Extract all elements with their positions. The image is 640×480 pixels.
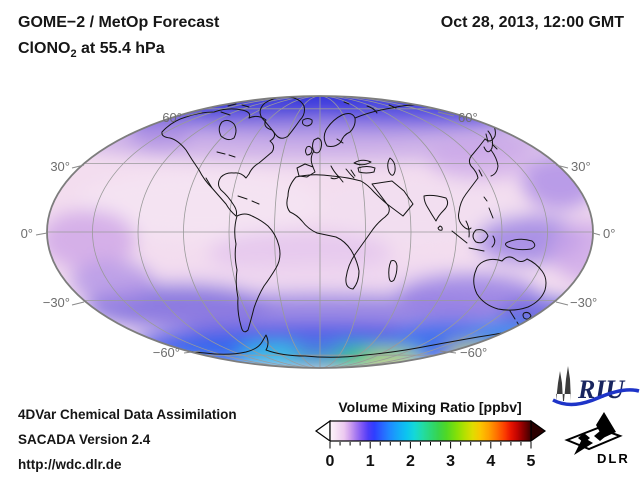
coast-india xyxy=(423,194,449,231)
field-blob xyxy=(290,96,370,111)
title-line1: GOME−2 / MetOp Forecast xyxy=(18,14,220,31)
species-label: ClONO xyxy=(18,40,71,57)
coast-east-asia-japan xyxy=(478,130,499,219)
colorbar-tick-label: 2 xyxy=(406,453,415,470)
lat-label-right-0: 0° xyxy=(603,226,615,241)
field-blob xyxy=(78,171,322,239)
coast-iberia-france xyxy=(296,150,316,178)
riu-cathedral-icon xyxy=(556,366,571,401)
lat-label-right-30s: −30° xyxy=(570,295,597,310)
lat-label-left-30n: 30° xyxy=(50,159,70,174)
graticule xyxy=(47,96,593,368)
coast-south-america xyxy=(234,213,281,333)
colorbar-gradient xyxy=(329,420,532,442)
map-boundary xyxy=(46,95,594,369)
field-blob xyxy=(70,261,154,301)
coast-greenland xyxy=(259,96,305,139)
coast-antarctica xyxy=(167,330,513,358)
coast-arctic-islands xyxy=(343,101,397,114)
coast-iceland xyxy=(302,118,313,127)
colorbar-tick-label: 5 xyxy=(527,453,536,470)
riu-logo-text: RIU xyxy=(577,375,625,404)
latitude-ticks xyxy=(35,111,601,354)
coast-mediterranean-europe xyxy=(330,165,376,183)
coast-black-caspian-sea xyxy=(353,157,396,176)
riu-swoosh-icon xyxy=(552,388,640,407)
lat-label-right-30n: 30° xyxy=(571,159,591,174)
field-blob xyxy=(396,274,540,318)
species-subscript: 2 xyxy=(70,48,77,61)
lat-label-left-30s: −30° xyxy=(43,295,70,310)
footer-credits: 4DVar Chemical Data Assimilation SACADA … xyxy=(18,402,237,477)
lat-label-right-60s: −60° xyxy=(460,345,487,360)
dlr-logo: DLR xyxy=(564,412,630,466)
field-blob xyxy=(550,220,593,284)
field-blob xyxy=(428,140,532,180)
colorbar-tick-label: 4 xyxy=(486,453,495,470)
lat-label-left-60s: −60° xyxy=(153,345,180,360)
dlr-logo-text: DLR xyxy=(597,451,630,466)
coast-arabia xyxy=(371,180,414,217)
coast-madagascar xyxy=(388,260,398,282)
colorbar-tick-labels: 0 1 2 3 4 5 xyxy=(326,453,536,470)
lat-label-right-60n: 60° xyxy=(458,110,478,125)
coast-africa xyxy=(286,174,390,290)
field-blob xyxy=(47,210,136,270)
dlr-diamond2-icon xyxy=(594,431,606,441)
colorbar-title: Volume Mixing Ratio [ppbv] xyxy=(338,399,521,415)
footer-line2: SACADA Version 2.4 xyxy=(18,432,151,447)
timestamp: Oct 28, 2013, 12:00 GMT xyxy=(440,14,624,31)
coast-southeast-asia xyxy=(451,220,536,252)
coast-british-isles xyxy=(305,137,323,156)
colorbar-left-arrow xyxy=(314,419,331,443)
field-blob xyxy=(208,230,392,274)
colorbar-ticks xyxy=(329,442,532,449)
latitude-labels: 60° 30° 0° −30° −60° 60° 30° 0° −30° −60… xyxy=(21,110,616,360)
footer-line1: 4DVar Chemical Data Assimilation xyxy=(18,407,237,422)
lat-label-left-60n: 60° xyxy=(162,110,182,125)
dlr-star-upper-icon xyxy=(596,412,616,438)
coast-lakes-islands xyxy=(205,103,260,205)
footer-url: http://wdc.dlr.de xyxy=(18,457,122,472)
pressure-level-label: at 55.4 hPa xyxy=(76,40,165,57)
colorbar-right-arrow xyxy=(530,419,547,443)
coast-north-america xyxy=(161,108,276,217)
coast-hudson-bay xyxy=(218,119,237,141)
colorbar-tick-label: 1 xyxy=(366,453,375,470)
riu-logo: RIU xyxy=(552,366,640,407)
colorbar-tick-label: 3 xyxy=(446,453,455,470)
colorbar: Volume Mixing Ratio [ppbv] 0 1 2 3 4 5 xyxy=(314,399,547,470)
dlr-rhombus-icon xyxy=(564,426,623,451)
map-title: GOME−2 / MetOp Forecast ClONO2 at 55.4 h… xyxy=(18,10,219,67)
colorbar-tick-label: 0 xyxy=(326,453,335,470)
concentration-field xyxy=(47,96,593,368)
dlr-diamond1-icon xyxy=(578,433,590,443)
title-line2: ClONO2 at 55.4 hPa xyxy=(18,36,219,67)
lat-label-left-0: 0° xyxy=(21,226,33,241)
field-blob xyxy=(320,184,520,240)
field-blobs xyxy=(47,96,593,368)
coast-australia-nz xyxy=(473,256,547,328)
